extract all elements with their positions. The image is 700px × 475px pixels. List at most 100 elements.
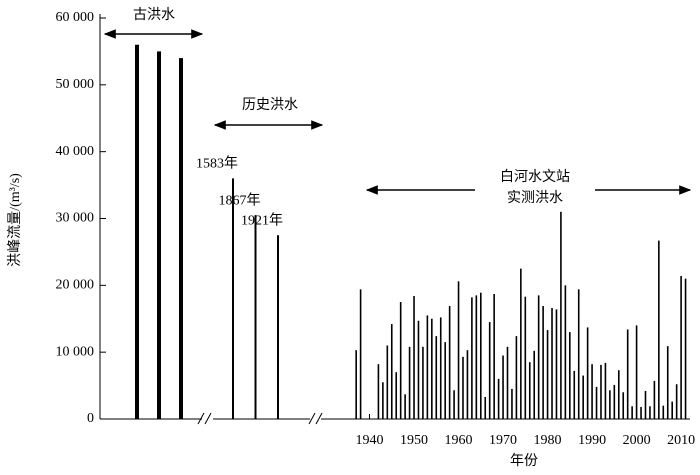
bar: [502, 355, 504, 419]
data-label: 1583年: [196, 156, 238, 172]
x-tick-label: 1990: [578, 433, 606, 448]
bar: [453, 390, 455, 419]
bar: [653, 380, 656, 419]
bar: [613, 384, 616, 419]
bar: [386, 345, 389, 419]
y-tick-label: 40 000: [56, 144, 95, 159]
bar: [382, 382, 384, 419]
axis-break: [308, 412, 316, 425]
bar: [462, 356, 464, 419]
bar: [520, 268, 522, 419]
axis-break: [315, 412, 323, 425]
bar: [395, 372, 398, 419]
bar: [644, 390, 647, 419]
bar: [635, 325, 638, 419]
bar: [466, 350, 469, 419]
bar: [484, 396, 487, 419]
bar: [439, 317, 442, 419]
bar: [444, 342, 446, 419]
annotation: 白河水文站: [500, 169, 570, 185]
bar: [631, 406, 633, 419]
x-tick-label: 1940: [356, 433, 384, 448]
bar: [475, 295, 478, 419]
bar: [586, 327, 589, 419]
bar: [582, 375, 584, 419]
y-tick-label: 20 000: [56, 278, 95, 293]
bar: [506, 346, 509, 419]
bar: [542, 306, 544, 419]
bar: [533, 350, 536, 419]
y-tick-label: 30 000: [56, 211, 95, 226]
bar: [617, 370, 620, 419]
bar: [671, 401, 673, 419]
bar: [609, 390, 611, 419]
x-tick-label: 1970: [489, 433, 517, 448]
bar: [426, 315, 429, 419]
bar: [399, 302, 402, 419]
bar: [595, 386, 598, 419]
bar: [626, 329, 629, 419]
axis-break: [204, 412, 212, 425]
bar: [591, 364, 593, 419]
bar: [640, 406, 642, 419]
bar: [511, 388, 513, 419]
bar: [135, 44, 139, 419]
bar: [560, 211, 562, 419]
bar: [569, 332, 571, 419]
bar: [666, 346, 669, 419]
bar: [497, 378, 500, 419]
bar: [404, 394, 406, 419]
annotation: 古洪水: [133, 7, 175, 23]
bar: [471, 297, 473, 419]
bar: [658, 240, 660, 419]
bar: [675, 384, 678, 419]
annotation: 历史洪水: [242, 97, 298, 113]
data-label: 1921年: [241, 212, 283, 228]
x-axis-label: 年份: [510, 453, 538, 469]
bar: [355, 350, 357, 419]
data-label: 1867年: [219, 192, 261, 208]
bar: [390, 324, 393, 419]
bar: [448, 306, 451, 419]
bar: [157, 51, 161, 420]
bar: [277, 235, 279, 419]
bar: [680, 275, 682, 419]
bar: [577, 289, 580, 419]
x-tick-label: 1980: [534, 433, 562, 448]
bar: [649, 406, 651, 419]
y-tick-label: 50 000: [56, 77, 95, 92]
y-tick-label: 60 000: [56, 10, 95, 25]
bar: [377, 364, 380, 419]
y-tick-label: 0: [87, 411, 94, 426]
bar: [479, 292, 482, 419]
bar: [408, 346, 411, 419]
bar: [622, 392, 625, 419]
bar: [573, 370, 576, 419]
bar: [604, 362, 607, 419]
bar: [179, 58, 183, 419]
x-tick-label: 1950: [400, 433, 428, 448]
bar: [537, 295, 540, 419]
bar: [600, 364, 602, 419]
bar: [515, 336, 518, 419]
bar: [662, 405, 665, 419]
x-tick-label: 2010: [667, 433, 695, 448]
bar: [555, 309, 558, 419]
bar: [528, 362, 531, 419]
bar: [546, 330, 549, 419]
bar: [551, 308, 553, 419]
axis-break: [197, 412, 205, 425]
bar: [232, 178, 234, 419]
bar: [435, 336, 438, 419]
bar: [684, 278, 687, 419]
x-tick-label: 2000: [623, 433, 651, 448]
bar: [422, 346, 424, 419]
bar: [457, 281, 460, 419]
annotation: 实测洪水: [507, 190, 563, 206]
bar: [417, 320, 420, 419]
bar: [524, 296, 527, 419]
bar: [359, 289, 362, 419]
bar: [413, 296, 415, 419]
bar: [493, 294, 495, 419]
